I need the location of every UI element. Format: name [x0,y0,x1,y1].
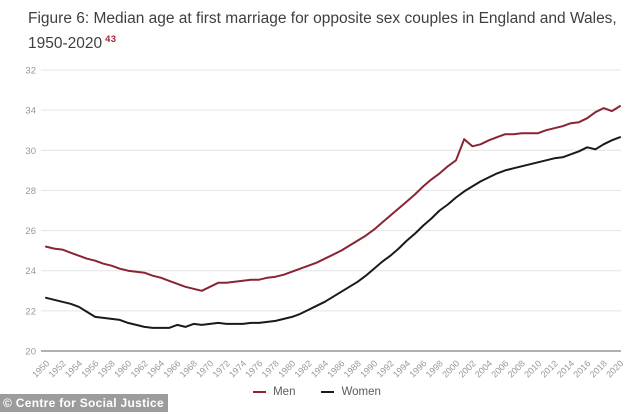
x-tick-label: 1952 [47,358,68,379]
x-tick-label: 1984 [309,358,330,379]
x-axis: 1950195219541956195819601962196419661968… [30,358,625,379]
x-tick-label: 1958 [96,358,117,379]
x-tick-label: 2008 [506,358,527,379]
x-tick-label: 2016 [571,358,592,379]
x-tick-label: 2010 [522,358,543,379]
y-tick-label: 20 [25,347,36,358]
figure-title: Figure 6: Median age at first marriage f… [28,8,628,54]
x-tick-label: 1962 [129,358,150,379]
x-tick-label: 1998 [424,358,445,379]
women-line [45,136,621,329]
x-tick-label: 1966 [161,358,182,379]
watermark-centre-for-social-justice: © Centre for Social Justice [0,394,168,412]
y-tick-label: 34 [25,106,36,117]
y-tick-label: 28 [25,186,36,197]
y-tick-label: 32 [25,66,36,77]
x-tick-label: 2012 [539,358,560,379]
y-tick-label: 30 [25,146,36,157]
x-tick-label: 1968 [178,358,199,379]
x-tick-label: 1972 [211,358,232,379]
x-tick-label: 2020 [604,358,625,379]
x-tick-label: 1996 [407,358,428,379]
x-tick-label: 2006 [489,358,510,379]
x-tick-label: 1954 [63,358,84,379]
y-tick-label: 26 [25,226,36,237]
x-tick-label: 1990 [358,358,379,379]
x-tick-label: 1994 [391,358,412,379]
legend-label-women: Women [341,386,381,398]
x-tick-label: 1974 [227,358,248,379]
legend-label-men: Men [273,386,296,398]
x-tick-label: 1986 [325,358,346,379]
line-chart: 32 34 30 28 26 24 22 20195019521954195619581960… [25,66,625,380]
chart-legend: Men Women [0,386,634,398]
legend-item-women: Women [321,386,381,398]
y-tick-label: 24 [25,266,36,277]
y-tick-label: 22 [25,306,36,317]
x-tick-label: 1976 [243,358,264,379]
x-tick-label: 1964 [145,358,166,379]
x-tick-label: 1982 [293,358,314,379]
figure-title-line1: Figure 6: Median age at first marriage f… [28,10,617,27]
x-tick-label: 2014 [555,358,576,379]
x-tick-label: 2000 [440,358,461,379]
x-tick-label: 1978 [260,358,281,379]
x-tick-label: 1956 [79,358,100,379]
men-line [45,105,621,292]
x-tick-label: 1950 [30,358,51,379]
footnote-reference[interactable]: 43 [105,34,117,45]
legend-item-men: Men [253,386,295,398]
x-tick-label: 1988 [342,358,363,379]
men-line-swatch [253,391,267,393]
y-axis: 32 34 30 28 26 24 22 20 [25,66,621,358]
x-tick-label: 2018 [588,358,609,379]
x-tick-label: 1970 [194,358,215,379]
x-tick-label: 1960 [112,358,133,379]
x-tick-label: 1992 [375,358,396,379]
women-line-swatch [321,391,335,393]
figure-title-line2: 1950-2020 [28,35,103,53]
x-tick-label: 1980 [276,358,297,379]
x-tick-label: 2002 [457,358,478,379]
x-tick-label: 2004 [473,358,494,379]
